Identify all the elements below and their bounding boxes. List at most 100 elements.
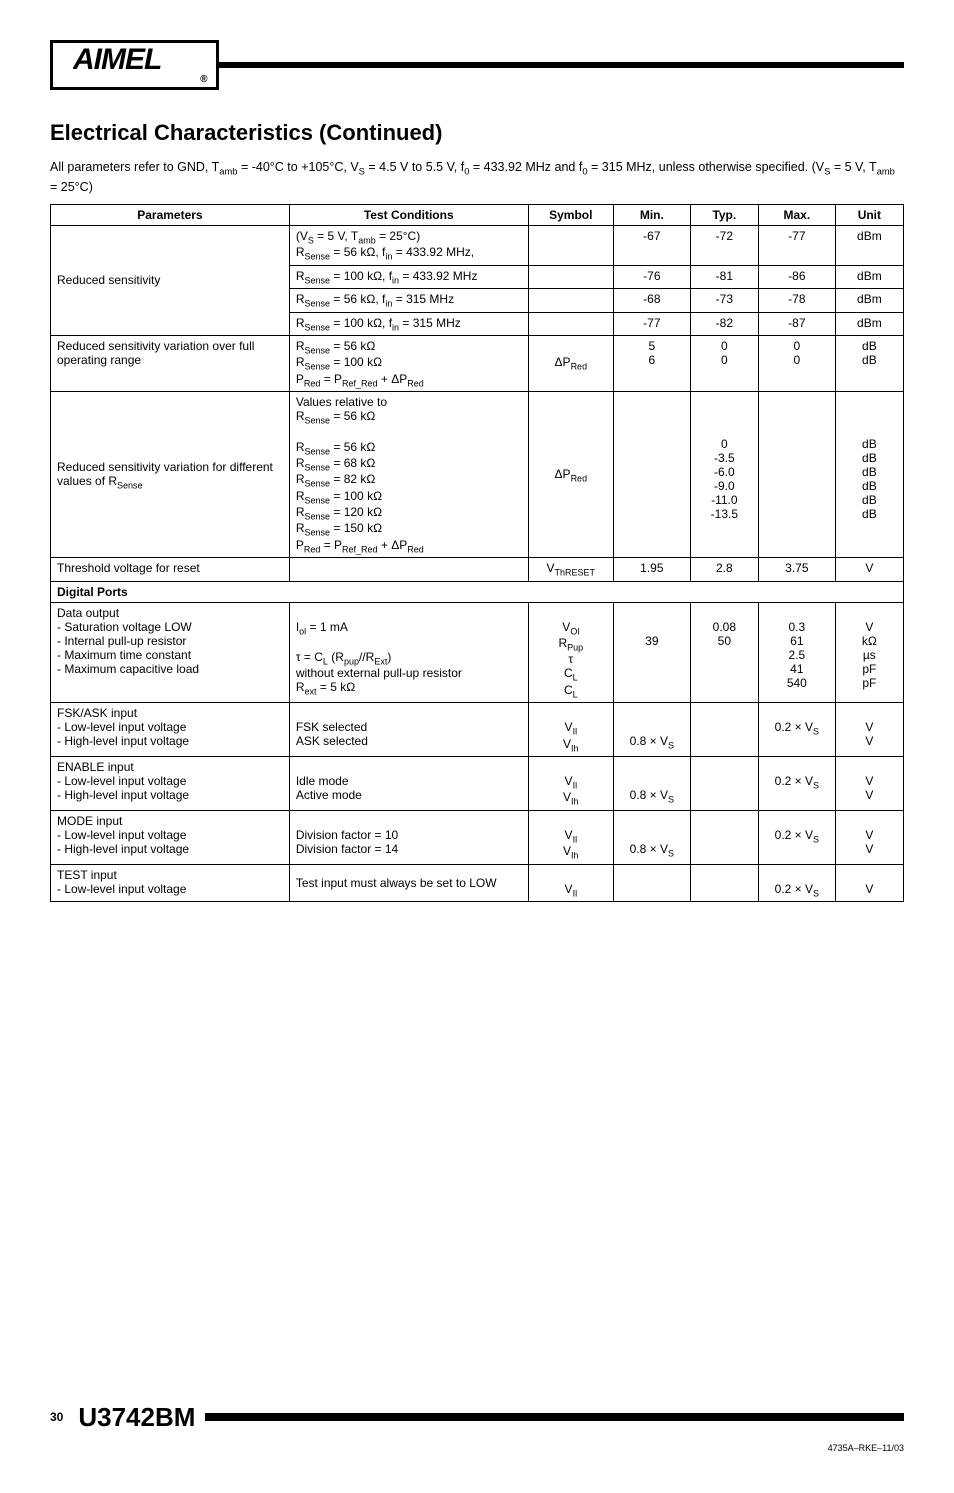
section-row: Digital Ports — [51, 581, 904, 602]
col-unit: Unit — [835, 205, 903, 226]
cell-sym: VIlVIh — [528, 810, 613, 864]
table-row: FSK/ASK input- Low-level input voltage- … — [51, 703, 904, 757]
cell-max: 0.2 × VS — [758, 703, 835, 757]
cell-typ — [690, 703, 758, 757]
footer-rule — [205, 1413, 904, 1421]
col-parameters: Parameters — [51, 205, 290, 226]
document-id: 4735A–RKE–11/03 — [50, 1443, 904, 1453]
cell-cond: Iol = 1 mAτ = CL (Rpup//RExt)without ext… — [289, 602, 528, 703]
cell-param: Threshold voltage for reset — [51, 558, 290, 581]
cell-min — [613, 392, 690, 558]
cell-cond: FSK selectedASK selected — [289, 703, 528, 757]
cell-max: 3.75 — [758, 558, 835, 581]
cell-cond: RSense = 56 kΩRSense = 100 kΩPRed = PRef… — [289, 335, 528, 391]
cell-unit: VV — [835, 810, 903, 864]
cell-param: Data output- Saturation voltage LOW- Int… — [51, 602, 290, 703]
table-row: MODE input- Low-level input voltage- Hig… — [51, 810, 904, 864]
cell-max: 00 — [758, 335, 835, 391]
cell-min: -76 — [613, 265, 690, 288]
cell-sym: VOlRPupτCLCL — [528, 602, 613, 703]
cell-param: FSK/ASK input- Low-level input voltage- … — [51, 703, 290, 757]
col-conditions: Test Conditions — [289, 205, 528, 226]
cell-typ — [690, 864, 758, 901]
cell-sym: ΔPRed — [528, 335, 613, 391]
svg-text:AIMEL: AIMEL — [73, 45, 161, 75]
cell-typ — [690, 810, 758, 864]
atmel-logo-svg: AIMEL — [73, 45, 198, 75]
cell-param: ENABLE input- Low-level input voltage- H… — [51, 757, 290, 811]
cell-param: MODE input- Low-level input voltage- Hig… — [51, 810, 290, 864]
cell-min: 0.8 × VS — [613, 757, 690, 811]
cell-cond: (VS = 5 V, Tamb = 25°C)RSense = 56 kΩ, f… — [289, 226, 528, 266]
cell-unit: dBdB — [835, 335, 903, 391]
cell-cond: Division factor = 10Division factor = 14 — [289, 810, 528, 864]
cell-cond: Test input must always be set to LOW — [289, 864, 528, 901]
cell-sym: ΔPRed — [528, 392, 613, 558]
cell-min: -67 — [613, 226, 690, 266]
cell-typ: 2.8 — [690, 558, 758, 581]
cell-sym — [528, 289, 613, 312]
col-max: Max. — [758, 205, 835, 226]
cell-typ: -82 — [690, 312, 758, 335]
cell-sym — [528, 312, 613, 335]
table-row: TEST input- Low-level input voltage Test… — [51, 864, 904, 901]
cell-max: 0.3612.541540 — [758, 602, 835, 703]
cell-cond: Values relative toRSense = 56 kΩRSense =… — [289, 392, 528, 558]
table-row: Reduced sensitivity variation over full … — [51, 335, 904, 391]
page-title: Electrical Characteristics (Continued) — [50, 120, 904, 146]
header-rule — [219, 62, 904, 68]
cell-typ: -73 — [690, 289, 758, 312]
cell-min: -68 — [613, 289, 690, 312]
cell-unit: dBm — [835, 289, 903, 312]
cell-max — [758, 392, 835, 558]
cell-min: 0.8 × VS — [613, 703, 690, 757]
cell-typ: 0.0850 — [690, 602, 758, 703]
cell-unit: dBm — [835, 265, 903, 288]
table-row: Reduced sensitivity (VS = 5 V, Tamb = 25… — [51, 226, 904, 266]
section-header: Digital Ports — [51, 581, 904, 602]
cell-max: -78 — [758, 289, 835, 312]
cell-min: 39 — [613, 602, 690, 703]
cell-param: Reduced sensitivity variation for differ… — [51, 392, 290, 558]
registered-mark: ® — [200, 74, 206, 85]
cell-sym: VThRESET — [528, 558, 613, 581]
col-symbol: Symbol — [528, 205, 613, 226]
cell-max: 0.2 × VS — [758, 757, 835, 811]
table-header-row: Parameters Test Conditions Symbol Min. T… — [51, 205, 904, 226]
cell-sym — [528, 226, 613, 266]
cell-typ: 0-3.5-6.0-9.0-11.0-13.5 — [690, 392, 758, 558]
cell-unit: V — [835, 864, 903, 901]
cell-max: -86 — [758, 265, 835, 288]
cell-sym — [528, 265, 613, 288]
cell-min: 1.95 — [613, 558, 690, 581]
cell-cond — [289, 558, 528, 581]
cell-typ: -72 — [690, 226, 758, 266]
page-footer: 30 U3742BM — [50, 1402, 904, 1433]
cell-max: -77 — [758, 226, 835, 266]
cell-cond: RSense = 100 kΩ, fin = 433.92 MHz — [289, 265, 528, 288]
cell-max: 0.2 × VS — [758, 810, 835, 864]
cell-unit: VkΩµspFpF — [835, 602, 903, 703]
cell-unit: VV — [835, 757, 903, 811]
cell-typ: -81 — [690, 265, 758, 288]
header-bar: AIMEL ® — [50, 40, 904, 90]
cell-sym: VIlVIh — [528, 703, 613, 757]
table-row: ENABLE input- Low-level input voltage- H… — [51, 757, 904, 811]
cell-sym: VIlVIh — [528, 757, 613, 811]
cell-min: 56 — [613, 335, 690, 391]
page-number: 30 — [50, 1410, 63, 1424]
spec-table: Parameters Test Conditions Symbol Min. T… — [50, 204, 904, 902]
cell-unit: V — [835, 558, 903, 581]
cell-cond: RSense = 56 kΩ, fin = 315 MHz — [289, 289, 528, 312]
cell-cond: RSense = 100 kΩ, fin = 315 MHz — [289, 312, 528, 335]
table-row: Data output- Saturation voltage LOW- Int… — [51, 602, 904, 703]
col-typ: Typ. — [690, 205, 758, 226]
intro-text: All parameters refer to GND, Tamb = -40°… — [50, 159, 904, 196]
cell-min: 0.8 × VS — [613, 810, 690, 864]
cell-unit: dBm — [835, 312, 903, 335]
table-row: Threshold voltage for reset VThRESET 1.9… — [51, 558, 904, 581]
cell-typ — [690, 757, 758, 811]
cell-param: Reduced sensitivity — [51, 226, 290, 336]
cell-unit: dBm — [835, 226, 903, 266]
cell-unit: VV — [835, 703, 903, 757]
